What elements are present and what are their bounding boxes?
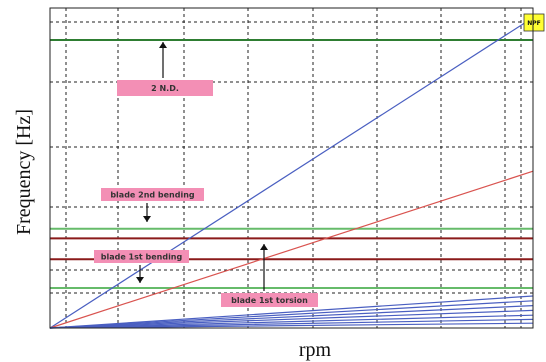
x-axis-label: rpm xyxy=(299,339,332,361)
annotations: 2 N.D. blade 2nd bending blade 1st bending… xyxy=(94,13,545,307)
engine-order-line xyxy=(49,318,534,329)
mode-lines xyxy=(50,39,533,289)
annotation-box xyxy=(94,250,189,263)
engine-order-line xyxy=(49,322,534,329)
npf-badge-label: NPF xyxy=(527,20,541,27)
annotation-box xyxy=(221,293,318,307)
plot-frame xyxy=(49,7,534,329)
annotation-arrow-head xyxy=(143,216,151,222)
annotation-arrow-head xyxy=(136,277,144,283)
engine-order-line xyxy=(49,295,534,329)
annotation-label: blade 2nd bending xyxy=(110,191,195,200)
engine-order-line xyxy=(49,17,534,329)
engine-order-line xyxy=(49,314,534,329)
annotation-label: blade 1st bending xyxy=(101,253,183,262)
annotation-arrow-head xyxy=(159,42,167,48)
engine-order-line xyxy=(49,170,534,329)
annotation-label: 2 N.D. xyxy=(151,84,179,93)
y-axis-label: Frequency [Hz] xyxy=(13,109,35,235)
engine-order-line xyxy=(49,300,534,329)
engine-order-lines xyxy=(49,17,534,329)
annotation-label: blade 1st torsion xyxy=(231,296,308,305)
npf-badge xyxy=(523,13,545,32)
annotation-box xyxy=(117,80,213,96)
annotation-box xyxy=(101,188,204,201)
engine-order-line xyxy=(49,309,534,329)
grid xyxy=(50,8,533,328)
annotation-arrow-head xyxy=(260,244,268,250)
engine-order-line xyxy=(49,305,534,329)
